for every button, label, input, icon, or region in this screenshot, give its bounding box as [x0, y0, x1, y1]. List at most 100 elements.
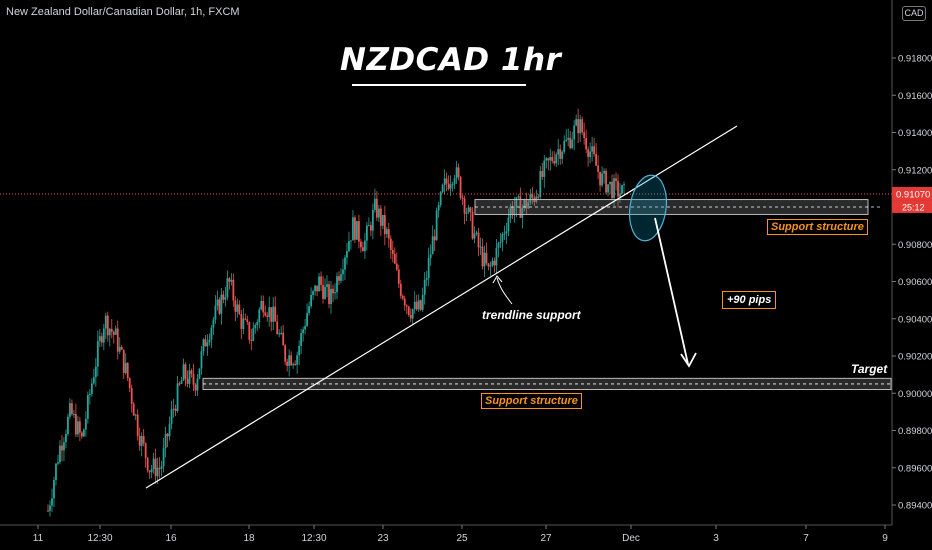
candle-body	[615, 178, 617, 181]
candle-body	[69, 403, 71, 417]
candle-body	[340, 274, 342, 281]
candle-body	[270, 307, 273, 322]
candle-body	[531, 194, 534, 198]
candle-body	[555, 154, 558, 164]
target-label: Target	[851, 362, 888, 376]
candle-body	[405, 305, 408, 307]
candle-body	[573, 125, 576, 140]
x-tick-label: Dec	[622, 533, 640, 544]
candle-body	[63, 442, 65, 451]
candle-body	[49, 505, 51, 511]
x-tick-label: 7	[803, 533, 809, 544]
trendline	[145, 125, 738, 489]
candle-body	[130, 388, 133, 404]
current-price-badge	[892, 186, 932, 201]
candle-body	[515, 197, 518, 208]
candle-body	[258, 309, 261, 322]
candle-body	[248, 322, 251, 340]
candle-body	[67, 416, 69, 435]
candle-body	[222, 294, 225, 300]
candle-body	[449, 184, 452, 189]
candle-body	[112, 331, 115, 335]
breakout-ellipse	[628, 174, 668, 242]
candle-body	[435, 210, 438, 241]
y-tick-label: 0.89400	[898, 501, 932, 512]
y-tick-label: 0.91400	[898, 128, 932, 139]
candle-body	[585, 137, 588, 150]
candle-body	[250, 339, 253, 341]
candle-body	[401, 295, 404, 299]
candle-body	[146, 457, 149, 471]
candle-body	[98, 336, 101, 342]
candle-body	[581, 119, 584, 133]
candle-body	[136, 414, 139, 436]
candle-body	[322, 284, 324, 299]
y-tick-label: 0.90800	[898, 240, 932, 251]
candle-body	[284, 345, 287, 362]
candle-body	[208, 339, 211, 343]
candle-body	[47, 510, 49, 512]
candle-body	[128, 378, 131, 389]
candle-body	[383, 215, 386, 235]
candle-body	[51, 498, 53, 506]
candle-body	[459, 177, 462, 198]
candle-body	[306, 313, 309, 326]
candle-body	[479, 246, 482, 248]
candle-body	[300, 332, 303, 346]
heading-underline	[352, 84, 526, 86]
candle-body	[487, 263, 490, 267]
candle-body	[603, 170, 605, 174]
candle-body	[445, 178, 448, 184]
x-tick-label: 16	[165, 533, 177, 544]
candle-body	[198, 368, 201, 379]
candle-body	[204, 339, 207, 347]
candle-body	[348, 241, 350, 252]
candle-body	[186, 378, 189, 384]
candle-body	[489, 265, 492, 267]
x-tick-label: 25	[456, 533, 468, 544]
candle-body	[212, 319, 215, 328]
candle-body	[76, 421, 79, 435]
candle-body	[537, 196, 540, 198]
candle-body	[178, 383, 181, 385]
candle-body	[611, 181, 613, 198]
candle-body	[579, 119, 582, 134]
candle-body	[180, 380, 183, 384]
candle-body	[431, 236, 434, 255]
candle-body	[385, 229, 388, 235]
candle-body	[503, 233, 506, 235]
candle-body	[467, 207, 470, 213]
candle-body	[417, 300, 420, 310]
candle-body	[55, 463, 57, 481]
candle-body	[202, 339, 205, 352]
candle-body	[326, 284, 328, 287]
chart-heading: NZDCAD 1hr	[340, 42, 562, 78]
y-tick-label: 0.90600	[898, 277, 932, 288]
currency-badge[interactable]: CAD	[902, 6, 926, 21]
candle-body	[114, 328, 117, 335]
candle-body	[505, 231, 508, 234]
candle-body	[461, 197, 464, 199]
candle-body	[120, 346, 123, 350]
candle-body	[152, 458, 155, 470]
candle-body	[397, 269, 400, 284]
candle-body	[457, 167, 460, 178]
candle-body	[334, 292, 336, 294]
support-upper-zone	[474, 199, 869, 215]
candle-body	[158, 467, 161, 469]
candle-body	[142, 436, 145, 444]
candle-body	[485, 252, 488, 264]
trendline-label: trendline support	[482, 308, 581, 322]
candle-body	[262, 300, 265, 313]
candle-body	[369, 225, 372, 231]
y-tick-label: 0.89800	[898, 426, 932, 437]
candle-body	[254, 325, 257, 329]
chart-title: New Zealand Dollar/Canadian Dollar, 1h, …	[6, 6, 240, 18]
candle-body	[409, 315, 412, 319]
candle-body	[623, 184, 625, 186]
projection-arrow	[654, 217, 689, 365]
candle-body	[338, 276, 340, 281]
trendline-pointer-head	[492, 275, 503, 284]
candle-body	[244, 318, 247, 320]
